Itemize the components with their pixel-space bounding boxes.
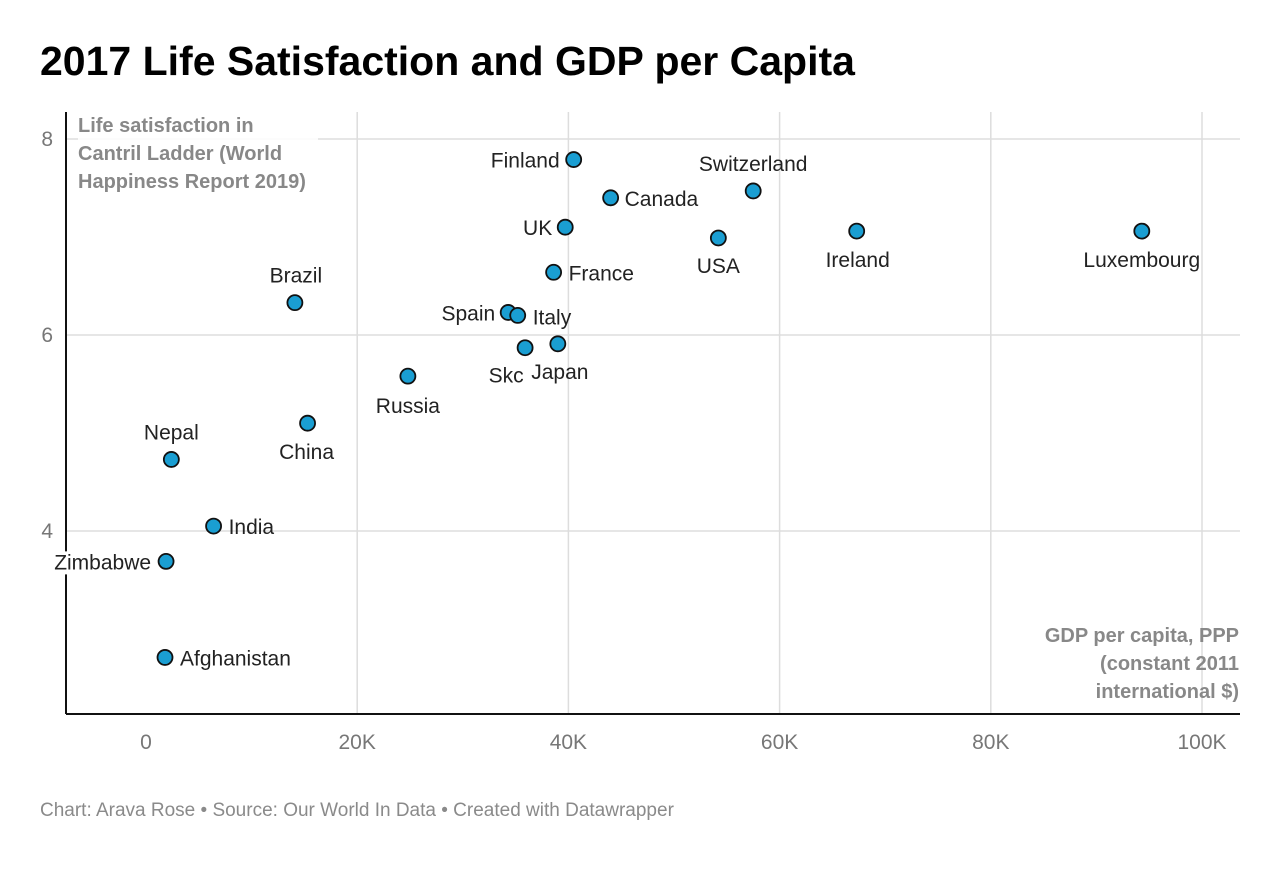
x-tick-label: 80K: [972, 731, 1009, 754]
x-tick-label: 0: [140, 731, 152, 754]
point-label-japan: Japan: [531, 361, 588, 384]
data-point-china[interactable]: [299, 414, 316, 432]
point-label-uk: UK: [523, 217, 552, 240]
data-point-france[interactable]: [545, 263, 563, 281]
data-point-luxembourg[interactable]: [1133, 222, 1151, 240]
data-point-finland[interactable]: [565, 151, 583, 168]
data-point-switzerland[interactable]: [744, 182, 762, 200]
point-label-nepal: Nepal: [144, 421, 199, 444]
data-point-zimbabwe[interactable]: [157, 552, 175, 570]
point-label-zimbabwe: Zimbabwe: [54, 551, 151, 574]
point-label-skc: Skc: [489, 365, 524, 388]
y-axis-title: Life satisfaction in Cantril Ladder (Wor…: [78, 112, 318, 196]
x-axis-title: GDP per capita, PPP (constant 2011 inter…: [1044, 625, 1239, 703]
x-tick-label: 60K: [761, 731, 798, 754]
data-point-canada[interactable]: [602, 189, 620, 207]
data-point-japan[interactable]: [549, 335, 567, 353]
data-point-russia[interactable]: [399, 367, 417, 385]
data-point-afghanistan[interactable]: [156, 649, 174, 666]
point-label-ireland: Ireland: [826, 249, 890, 272]
points-layer: [156, 151, 1151, 666]
point-label-spain: Spain: [441, 302, 495, 325]
label-backing: [52, 551, 154, 575]
y-tick-label: 6: [41, 324, 53, 347]
data-point-skc[interactable]: [516, 339, 534, 357]
x-tick-label: 20K: [339, 731, 376, 754]
point-label-luxembourg: Luxembourg: [1083, 249, 1200, 272]
point-label-russia: Russia: [376, 395, 441, 418]
data-point-uk[interactable]: [556, 218, 574, 236]
point-label-finland: Finland: [491, 150, 560, 173]
x-tick-label: 40K: [550, 731, 587, 754]
chart-title: 2017 Life Satisfaction and GDP per Capit…: [40, 38, 855, 84]
data-point-brazil[interactable]: [286, 294, 304, 312]
point-label-usa: USA: [697, 255, 740, 278]
y-tick-label: 4: [41, 520, 53, 543]
data-point-india[interactable]: [205, 517, 222, 535]
y-tick-label: 8: [41, 128, 53, 151]
data-point-nepal[interactable]: [162, 451, 180, 468]
point-label-china: China: [279, 441, 334, 464]
data-point-italy[interactable]: [509, 306, 527, 324]
point-label-brazil: Brazil: [270, 265, 323, 288]
point-label-afghanistan: Afghanistan: [180, 647, 291, 670]
x-tick-label: 100K: [1177, 731, 1226, 754]
axis-layer: 0 20K 40K 60K 80K 100K 4 6 8: [41, 112, 1240, 754]
point-label-switzerland: Switzerland: [699, 153, 808, 176]
point-label-india: India: [229, 516, 275, 539]
point-label-italy: Italy: [533, 306, 572, 329]
point-label-france: France: [569, 262, 634, 285]
data-point-ireland[interactable]: [848, 222, 866, 240]
data-point-usa[interactable]: [709, 229, 727, 247]
chart-footer: Chart: Arava Rose • Source: Our World In…: [40, 800, 674, 821]
point-label-canada: Canada: [625, 188, 699, 211]
